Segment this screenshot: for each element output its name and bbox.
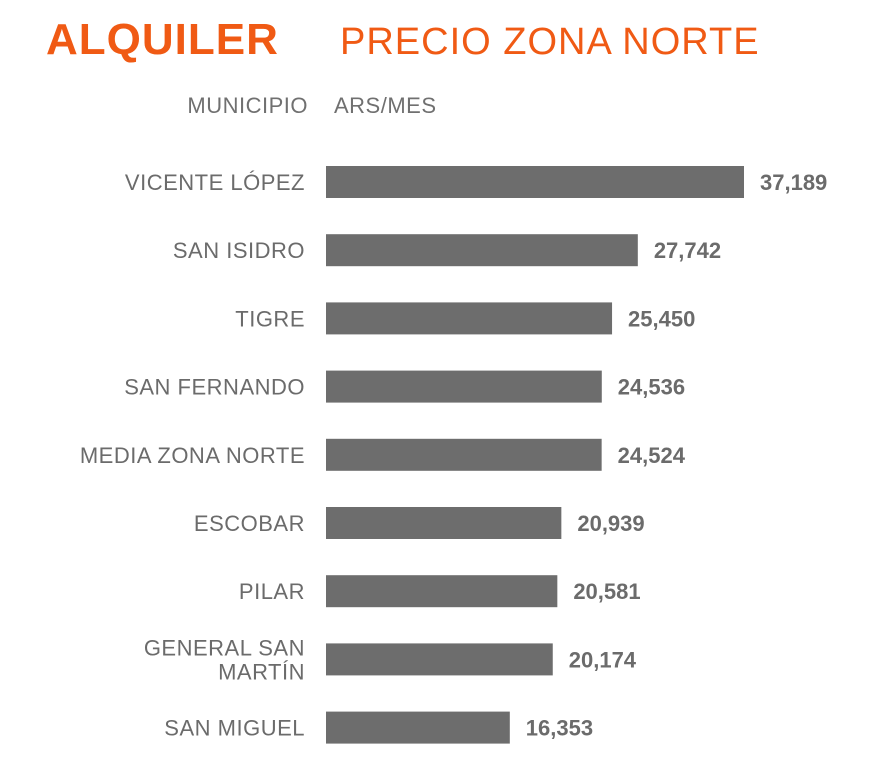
category-label: SAN FERNANDO <box>124 375 305 400</box>
value-label: 20,581 <box>573 579 640 604</box>
value-label: 24,536 <box>618 375 685 400</box>
value-column-header: ARS/MES <box>334 93 437 118</box>
bar <box>326 575 558 608</box>
value-label: 37,189 <box>760 170 827 195</box>
category-label: MEDIA ZONA NORTE <box>80 443 305 468</box>
category-label: TIGRE <box>235 306 305 331</box>
bar <box>326 166 744 198</box>
bar <box>326 711 510 744</box>
bar <box>326 370 602 403</box>
category-label: SAN ISIDRO <box>173 238 305 263</box>
bar <box>326 302 613 335</box>
category-column-header: MUNICIPIO <box>187 93 308 118</box>
chart-subtitle: PRECIO ZONA NORTE <box>340 21 760 63</box>
value-label: 20,939 <box>577 511 644 536</box>
category-label: GENERAL SAN MARTÍN <box>144 635 305 684</box>
bar <box>326 507 562 539</box>
bar <box>326 438 602 471</box>
value-label: 16,353 <box>526 716 593 741</box>
category-label: ESCOBAR <box>194 511 305 536</box>
value-label: 20,174 <box>569 647 637 672</box>
category-label: SAN MIGUEL <box>164 716 305 741</box>
category-label: VICENTE LÓPEZ <box>125 170 305 195</box>
value-label: 25,450 <box>628 306 695 331</box>
bar <box>326 643 553 676</box>
value-label: 24,524 <box>618 443 686 468</box>
bar <box>326 234 638 267</box>
category-label: PILAR <box>239 579 305 604</box>
value-label: 27,742 <box>654 238 721 263</box>
chart-title: ALQUILER <box>46 15 279 64</box>
